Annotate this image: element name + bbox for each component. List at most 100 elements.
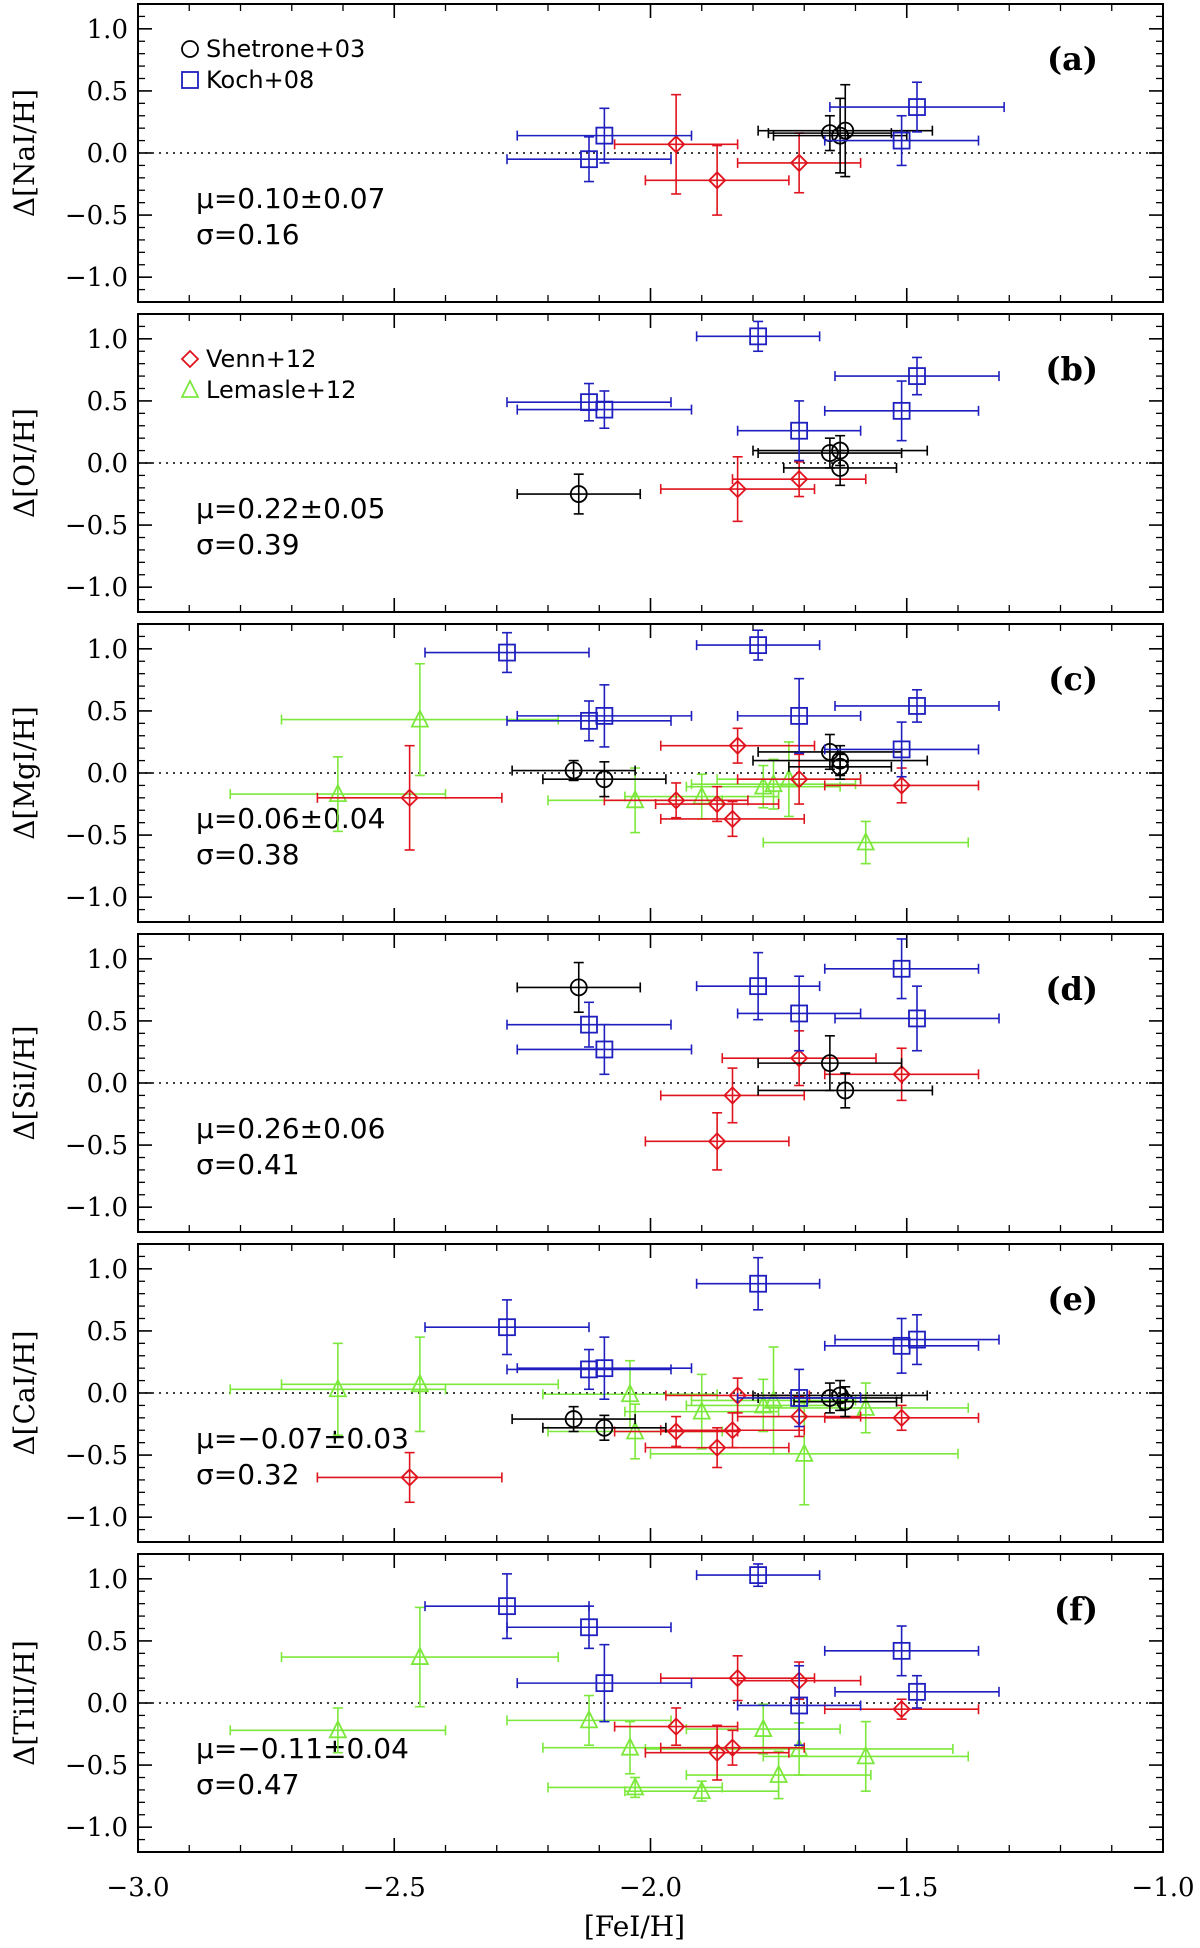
marker-triangle bbox=[856, 1396, 876, 1416]
series-shetrone03 bbox=[516, 961, 934, 1109]
mu-annotation: μ=0.10±0.07 bbox=[196, 182, 385, 215]
legend-marker-square bbox=[181, 71, 199, 89]
data-point bbox=[644, 1112, 790, 1171]
data-point bbox=[736, 400, 862, 462]
data-point bbox=[516, 961, 642, 1014]
marker-square bbox=[892, 959, 911, 978]
marker-circle bbox=[836, 1081, 855, 1100]
marker-circle bbox=[831, 126, 850, 145]
series-lemasle12 bbox=[229, 1606, 970, 1802]
marker-diamond bbox=[400, 1468, 419, 1487]
y-axis-label: Δ[OI/H] bbox=[8, 408, 41, 518]
marker-circle bbox=[831, 1386, 850, 1405]
marker-square bbox=[908, 98, 926, 116]
marker-diamond bbox=[666, 135, 686, 154]
data-point bbox=[280, 1606, 560, 1708]
sigma-annotation: σ=0.32 bbox=[196, 1458, 300, 1491]
data-point bbox=[516, 684, 693, 748]
data-point bbox=[424, 631, 590, 674]
marker-diamond bbox=[789, 1048, 809, 1068]
data-point bbox=[644, 1426, 790, 1469]
series-lemasle12 bbox=[229, 1336, 970, 1506]
marker-diamond bbox=[892, 1408, 911, 1428]
marker-diamond bbox=[723, 809, 742, 829]
data-point bbox=[685, 764, 841, 809]
y-tick-label: 0.5 bbox=[87, 1627, 128, 1657]
marker-square bbox=[790, 1004, 809, 1023]
sigma-annotation: σ=0.47 bbox=[196, 1768, 300, 1801]
panel-label: (f) bbox=[1054, 1590, 1098, 1628]
marker-circle bbox=[831, 459, 850, 477]
data-point bbox=[736, 975, 862, 1052]
marker-triangle bbox=[625, 1420, 645, 1440]
marker-square bbox=[892, 740, 911, 759]
panel-f: 1.0 0.5 0.0 −0.5 −1.0 Δ[TiII/H] (f) μ=−0.11±0.0… bbox=[8, 1553, 1164, 1853]
data-point bbox=[823, 721, 980, 778]
data-point bbox=[823, 114, 980, 167]
data-point bbox=[762, 1720, 970, 1792]
data-point bbox=[736, 1368, 862, 1428]
y-tick-label: −0.5 bbox=[65, 511, 128, 541]
legend-marker-diamond bbox=[180, 349, 200, 369]
y-tick-label: −0.5 bbox=[65, 201, 128, 231]
marker-circle bbox=[836, 121, 855, 140]
marker-square bbox=[580, 1618, 598, 1637]
data-point bbox=[613, 1707, 739, 1747]
marker-square bbox=[749, 1274, 768, 1293]
sigma-annotation: σ=0.39 bbox=[196, 528, 300, 561]
data-point bbox=[685, 1703, 841, 1755]
data-point bbox=[823, 380, 980, 442]
panel-b: 1.0 0.5 0.0 −0.5 −1.0 Δ[OI/H] (b) μ=0.22±0.05σ=… bbox=[8, 313, 1164, 613]
sigma-annotation: σ=0.41 bbox=[196, 1148, 300, 1181]
marker-circle bbox=[595, 1418, 614, 1437]
data-point bbox=[695, 320, 821, 353]
y-tick-label: 0.0 bbox=[87, 1689, 128, 1719]
data-point bbox=[280, 1336, 560, 1433]
marker-square bbox=[908, 1009, 926, 1028]
data-point bbox=[823, 767, 980, 804]
marker-square bbox=[790, 1389, 809, 1407]
series-shetrone03 bbox=[757, 83, 934, 178]
legend-entry: Shetrone+03 bbox=[181, 35, 365, 63]
panel-a: 1.0 0.5 0.0 −0.5 −1.0 Δ[NaI/H] (a) μ=0.10±0.07σ… bbox=[8, 3, 1164, 303]
y-tick-label: 1.0 bbox=[87, 1565, 128, 1595]
panel-label: (d) bbox=[1045, 970, 1098, 1008]
marker-diamond bbox=[789, 153, 809, 173]
marker-square bbox=[790, 706, 809, 725]
data-point bbox=[762, 1382, 970, 1434]
marker-triangle bbox=[410, 1373, 430, 1393]
y-tick-label: 0.5 bbox=[87, 1317, 128, 1347]
mu-annotation: μ=0.22±0.05 bbox=[196, 492, 385, 525]
series-venn12 bbox=[659, 455, 867, 523]
marker-diamond bbox=[723, 1420, 742, 1440]
data-point bbox=[506, 1605, 672, 1650]
data-point bbox=[659, 1412, 806, 1449]
series-koch08 bbox=[424, 1563, 1000, 1747]
y-tick-label: −1.0 bbox=[65, 573, 128, 603]
marker-square bbox=[790, 1696, 809, 1715]
marker-square bbox=[908, 367, 926, 385]
data-point bbox=[767, 114, 893, 152]
y-tick-label: −1.0 bbox=[65, 1193, 128, 1223]
marker-triangle bbox=[856, 831, 876, 851]
series-venn12 bbox=[613, 1655, 980, 1781]
data-point bbox=[516, 1643, 693, 1723]
legend-marker-triangle bbox=[180, 378, 200, 398]
y-tick-label: −0.5 bbox=[65, 821, 128, 851]
marker-square bbox=[580, 1015, 598, 1034]
y-tick-label: −1.0 bbox=[65, 1503, 128, 1533]
data-point bbox=[511, 759, 636, 782]
data-point bbox=[690, 758, 857, 810]
panel-c: 1.0 0.5 0.0 −0.5 −1.0 Δ[MgI/H] (c) μ=0.06±0.04σ… bbox=[8, 623, 1164, 923]
data-point bbox=[542, 761, 667, 798]
y-axis-label: Δ[MgI/H] bbox=[8, 706, 41, 840]
marker-circle bbox=[831, 757, 850, 776]
series-koch08 bbox=[424, 629, 1000, 778]
y-tick-label: 0.0 bbox=[87, 449, 128, 479]
y-tick-label: 1.0 bbox=[87, 945, 128, 975]
series-koch08 bbox=[424, 1256, 1000, 1428]
marker-diamond bbox=[707, 1438, 727, 1457]
marker-square bbox=[595, 1359, 614, 1378]
y-tick-label: 1.0 bbox=[87, 15, 128, 45]
